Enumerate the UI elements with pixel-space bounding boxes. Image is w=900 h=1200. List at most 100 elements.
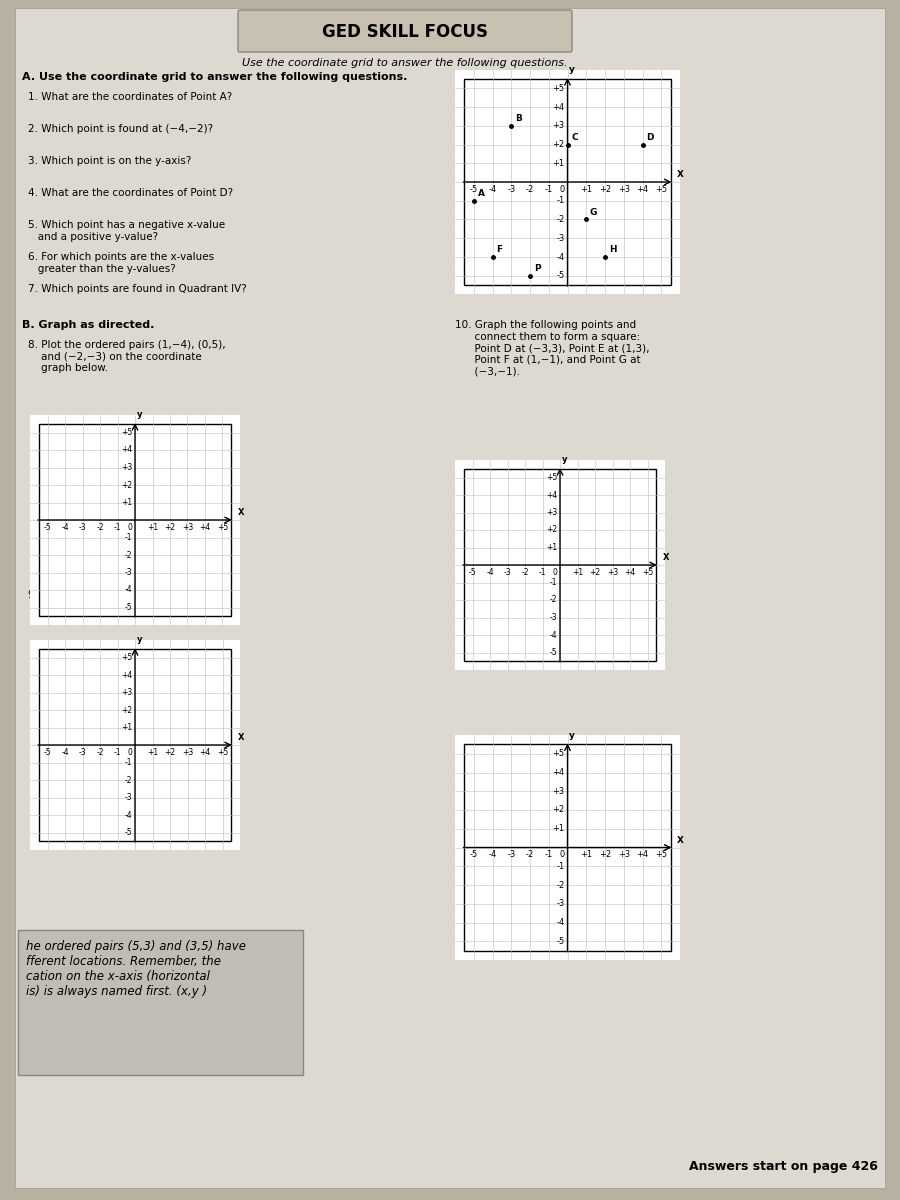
- Text: +1: +1: [122, 498, 132, 506]
- Text: y: y: [570, 731, 575, 739]
- Text: 3. Which point is on the y-axis?: 3. Which point is on the y-axis?: [28, 156, 192, 166]
- Text: +5: +5: [655, 851, 667, 859]
- Text: y: y: [137, 410, 142, 419]
- Text: 0: 0: [553, 568, 557, 577]
- Text: +1: +1: [553, 158, 564, 168]
- Text: -1: -1: [125, 758, 132, 767]
- Text: -2: -2: [96, 523, 104, 532]
- Text: +3: +3: [617, 185, 630, 194]
- Text: F: F: [496, 245, 502, 254]
- Text: -4: -4: [61, 748, 68, 757]
- Text: Use the coordinate grid to answer the following questions.: Use the coordinate grid to answer the fo…: [242, 58, 568, 68]
- Text: +4: +4: [625, 568, 635, 577]
- Text: -2: -2: [96, 748, 104, 757]
- Text: -1: -1: [556, 862, 564, 871]
- Text: +4: +4: [553, 768, 564, 778]
- Text: -4: -4: [550, 630, 557, 640]
- Text: -1: -1: [544, 185, 553, 194]
- Text: -4: -4: [125, 586, 132, 594]
- Text: -3: -3: [556, 234, 564, 242]
- Text: -3: -3: [504, 568, 511, 577]
- Text: -2: -2: [556, 215, 564, 224]
- Text: +5: +5: [553, 749, 564, 758]
- Text: +4: +4: [636, 851, 649, 859]
- Text: -2: -2: [556, 881, 564, 889]
- Text: -4: -4: [556, 918, 564, 926]
- Text: +1: +1: [572, 568, 583, 577]
- Bar: [18, 930, 303, 1075]
- Text: X: X: [238, 509, 244, 517]
- Text: +1: +1: [122, 722, 132, 732]
- Text: +2: +2: [598, 851, 611, 859]
- Text: +3: +3: [182, 748, 194, 757]
- Text: +2: +2: [122, 480, 132, 490]
- Text: -3: -3: [125, 568, 132, 577]
- Text: +3: +3: [182, 523, 194, 532]
- Text: +5: +5: [553, 84, 564, 92]
- Text: +2: +2: [553, 805, 564, 815]
- Text: GED SKILL FOCUS: GED SKILL FOCUS: [322, 23, 488, 41]
- Text: -1: -1: [113, 523, 122, 532]
- Text: -1: -1: [544, 851, 553, 859]
- Text: +5: +5: [546, 473, 557, 482]
- Text: +1: +1: [553, 824, 564, 833]
- Text: -5: -5: [125, 828, 132, 838]
- FancyBboxPatch shape: [238, 10, 572, 52]
- Text: 1. What are the coordinates of Point A?: 1. What are the coordinates of Point A?: [28, 92, 232, 102]
- Text: +4: +4: [636, 185, 649, 194]
- Text: +3: +3: [617, 851, 630, 859]
- Text: +2: +2: [553, 140, 564, 149]
- Text: X: X: [677, 835, 684, 845]
- Text: 0: 0: [560, 185, 564, 194]
- Text: y: y: [137, 635, 142, 644]
- Text: +5: +5: [122, 428, 132, 437]
- Text: -5: -5: [469, 568, 476, 577]
- Text: -2: -2: [526, 185, 534, 194]
- Text: +3: +3: [553, 787, 564, 796]
- Text: +5: +5: [217, 523, 228, 532]
- Text: D: D: [646, 133, 653, 142]
- Text: +2: +2: [165, 523, 176, 532]
- Text: -4: -4: [61, 523, 68, 532]
- Text: -5: -5: [550, 648, 557, 658]
- Text: +2: +2: [546, 526, 557, 534]
- Text: -3: -3: [507, 185, 516, 194]
- Text: 2. Which point is found at (−4,−2)?: 2. Which point is found at (−4,−2)?: [28, 124, 213, 134]
- Text: -4: -4: [556, 252, 564, 262]
- Text: he ordered pairs (5,3) and (3,5) have
fferent locations. Remember, the
cation on: he ordered pairs (5,3) and (3,5) have ff…: [26, 940, 246, 998]
- Text: y: y: [562, 455, 567, 464]
- Text: +5: +5: [655, 185, 667, 194]
- Text: +2: +2: [590, 568, 600, 577]
- Text: +4: +4: [546, 491, 557, 499]
- Text: +3: +3: [122, 463, 132, 472]
- Text: +2: +2: [598, 185, 611, 194]
- Text: G: G: [590, 208, 598, 217]
- Text: -3: -3: [78, 523, 86, 532]
- Text: -3: -3: [550, 613, 557, 622]
- Text: -1: -1: [556, 197, 564, 205]
- Text: Answers start on page 426: Answers start on page 426: [689, 1160, 878, 1174]
- Text: -2: -2: [125, 551, 132, 559]
- Text: 6. For which points are the x-values
   greater than the y-values?: 6. For which points are the x-values gre…: [28, 252, 214, 274]
- Text: +3: +3: [546, 508, 557, 517]
- Text: -2: -2: [550, 595, 557, 605]
- Text: -3: -3: [78, 748, 86, 757]
- Text: -1: -1: [125, 533, 132, 542]
- Text: -5: -5: [44, 748, 51, 757]
- Text: +4: +4: [122, 671, 132, 679]
- Text: -3: -3: [125, 793, 132, 802]
- Text: B. Graph as directed.: B. Graph as directed.: [22, 320, 155, 330]
- Text: -5: -5: [125, 602, 132, 612]
- Text: C: C: [572, 133, 578, 142]
- Text: -1: -1: [550, 578, 557, 587]
- Text: -4: -4: [486, 568, 494, 577]
- Text: 4. What are the coordinates of Point D?: 4. What are the coordinates of Point D?: [28, 188, 233, 198]
- Text: +4: +4: [553, 102, 564, 112]
- Text: -5: -5: [470, 185, 478, 194]
- Text: -5: -5: [556, 271, 564, 281]
- Text: -1: -1: [113, 748, 122, 757]
- Text: 9. Draw a line segment connecting
    Point A at (4,3) and Point B at (2,−5).: 9. Draw a line segment connecting Point …: [28, 590, 235, 612]
- Text: 10. Graph the following points and
      connect them to form a square:
      Po: 10. Graph the following points and conne…: [455, 320, 650, 377]
- Text: +4: +4: [200, 748, 211, 757]
- Text: -1: -1: [539, 568, 546, 577]
